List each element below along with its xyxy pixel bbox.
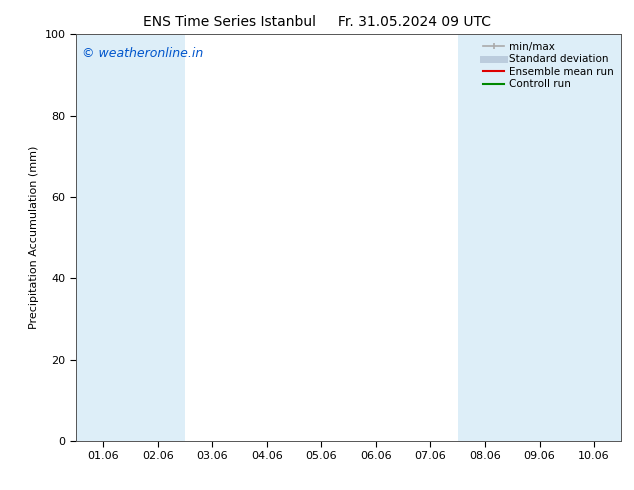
Bar [76, 34, 131, 441]
Text: © weatheronline.in: © weatheronline.in [82, 47, 203, 59]
Bar [567, 34, 621, 441]
Bar [131, 34, 185, 441]
Text: ENS Time Series Istanbul     Fr. 31.05.2024 09 UTC: ENS Time Series Istanbul Fr. 31.05.2024 … [143, 15, 491, 29]
Legend: min/max, Standard deviation, Ensemble mean run, Controll run: min/max, Standard deviation, Ensemble me… [481, 40, 616, 92]
Bar [512, 34, 567, 441]
Bar [458, 34, 512, 441]
Y-axis label: Precipitation Accumulation (mm): Precipitation Accumulation (mm) [29, 146, 39, 329]
